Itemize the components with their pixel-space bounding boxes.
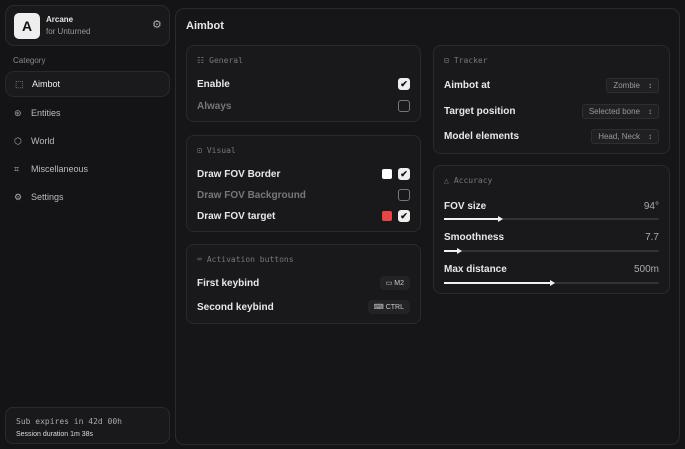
always-label: Always [197, 100, 232, 112]
subscription-card: Sub expires in 42d 00h Session duration … [5, 407, 170, 444]
subscription-expiry: Sub expires in 42d 00h [16, 417, 122, 426]
sidebar-item-world[interactable]: ⬡ World [5, 128, 170, 154]
general-card: ☷ General Enable ✔ Always [186, 45, 421, 122]
page-title: Aimbot [186, 20, 224, 32]
fov-size-value: 94° [643, 200, 659, 212]
card-title: Visual [206, 146, 236, 155]
accuracy-card: △ Accuracy FOV size 94° Smoothness 7.7 Max … [433, 165, 670, 294]
select-value: Head, Neck [598, 131, 640, 141]
brand-card: A Arcane for Unturned ⚙ [5, 5, 170, 46]
sidebar-item-label: Miscellaneous [31, 164, 89, 174]
sidebar-item-label: Settings [31, 192, 64, 202]
gear-icon: ⚙ [14, 191, 23, 202]
keyboard-icon: ⌨ [197, 255, 202, 264]
keybind-value: M2 [394, 280, 404, 287]
slider-fill [444, 280, 554, 286]
sidebar-item-aimbot[interactable]: ⬚ Aimbot [5, 71, 170, 97]
chevron-updown-icon: ↕ [648, 106, 652, 116]
entities-icon: ⊛ [14, 107, 22, 118]
sidebar-item-entities[interactable]: ⊛ Entities [5, 100, 170, 126]
fov-target-label: Draw FOV target [197, 210, 276, 222]
category-label: Category [13, 56, 46, 65]
fov-background-checkbox[interactable] [398, 189, 410, 201]
settings-gear-icon[interactable]: ⚙ [152, 19, 162, 31]
model-elements-label: Model elements [444, 130, 520, 142]
cube-icon: ⬡ [14, 135, 22, 146]
sidebar-item-label: Entities [31, 108, 61, 118]
select-value: Selected bone [588, 106, 640, 116]
fov-border-checkbox[interactable]: ✔ [398, 168, 410, 180]
chevron-updown-icon: ↕ [648, 80, 652, 90]
smoothness-value: 7.7 [645, 231, 659, 243]
app-name: Arcane [46, 15, 74, 24]
card-title: Tracker [453, 56, 488, 65]
tracker-card: ⊟ Tracker Aimbot at Zombie ↕ Target positio… [433, 45, 670, 154]
enable-label: Enable [197, 78, 230, 90]
keybind-value: CTRL [385, 304, 404, 311]
grid-icon: ⌗ [14, 163, 20, 174]
max-distance-label: Max distance [444, 263, 507, 275]
slider-fill [444, 248, 463, 254]
select-value: Zombie [613, 80, 640, 90]
max-distance-slider[interactable] [444, 280, 659, 286]
first-keybind-button[interactable]: ▭ M2 [379, 276, 410, 290]
chevron-updown-icon: ↕ [648, 131, 652, 141]
target-position-select[interactable]: Selected bone ↕ [581, 103, 659, 119]
fov-target-checkbox[interactable]: ✔ [398, 210, 410, 222]
first-keybind-label: First keybind [197, 277, 260, 289]
smoothness-label: Smoothness [444, 231, 505, 243]
enable-checkbox[interactable]: ✔ [398, 78, 410, 90]
slider-fill [444, 216, 503, 222]
card-title: Accuracy [453, 176, 493, 185]
fov-border-color-swatch[interactable] [382, 169, 392, 179]
visual-icon: ⊡ [197, 146, 202, 155]
sidebar-item-label: World [31, 136, 55, 146]
sidebar-item-miscellaneous[interactable]: ⌗ Miscellaneous [5, 156, 170, 182]
second-keybind-button[interactable]: ⌨ CTRL [367, 300, 410, 314]
fov-size-slider[interactable] [444, 216, 659, 222]
model-elements-select[interactable]: Head, Neck ↕ [591, 128, 659, 144]
tracker-icon: ⊟ [444, 56, 449, 65]
card-title: Activation buttons [206, 255, 294, 264]
activation-card: ⌨ Activation buttons First keybind ▭ M2 Se… [186, 244, 421, 324]
aimbot-at-select[interactable]: Zombie ↕ [606, 77, 659, 93]
fov-border-label: Draw FOV Border [197, 168, 281, 180]
sidebar-item-settings[interactable]: ⚙ Settings [5, 184, 170, 210]
crosshair-icon: ⬚ [15, 78, 24, 89]
app-subtitle: for Unturned [46, 27, 91, 36]
app-logo: A [14, 13, 40, 39]
target-position-label: Target position [444, 105, 516, 117]
session-duration: Session duration 1m 38s [16, 431, 94, 438]
smoothness-slider[interactable] [444, 248, 659, 254]
fov-target-color-swatch[interactable] [382, 211, 392, 221]
fov-background-label: Draw FOV Background [197, 189, 306, 201]
visual-card: ⊡ Visual Draw FOV Border ✔ Draw FOV Backgr… [186, 135, 421, 232]
sidebar-item-label: Aimbot [32, 79, 61, 89]
triangle-icon: △ [444, 176, 449, 185]
card-title: General [209, 56, 243, 65]
max-distance-value: 500m [633, 263, 659, 275]
fov-size-label: FOV size [444, 200, 487, 212]
aimbot-at-label: Aimbot at [444, 79, 491, 91]
second-keybind-label: Second keybind [197, 301, 274, 313]
list-icon: ☷ [197, 56, 205, 65]
always-checkbox[interactable] [398, 100, 410, 112]
